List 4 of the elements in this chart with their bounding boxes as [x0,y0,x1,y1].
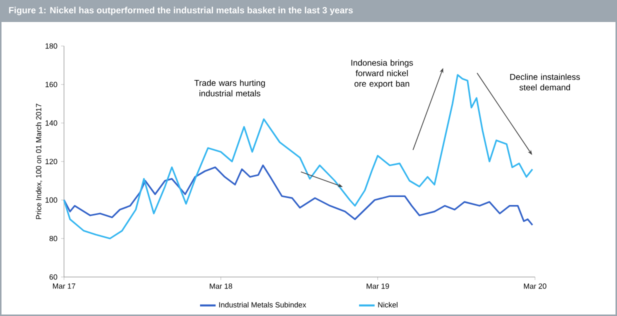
annotation: Decline instainless steel demand [510,74,580,90]
chart-title: Figure 1: Nickel has outperformed the industrial metals basket in the last 3 years [9,6,353,16]
annotation: Trade wars hurting industrial metals [194,80,265,96]
annotation: Indonesia brings forward nickel ore export ban [351,60,413,88]
